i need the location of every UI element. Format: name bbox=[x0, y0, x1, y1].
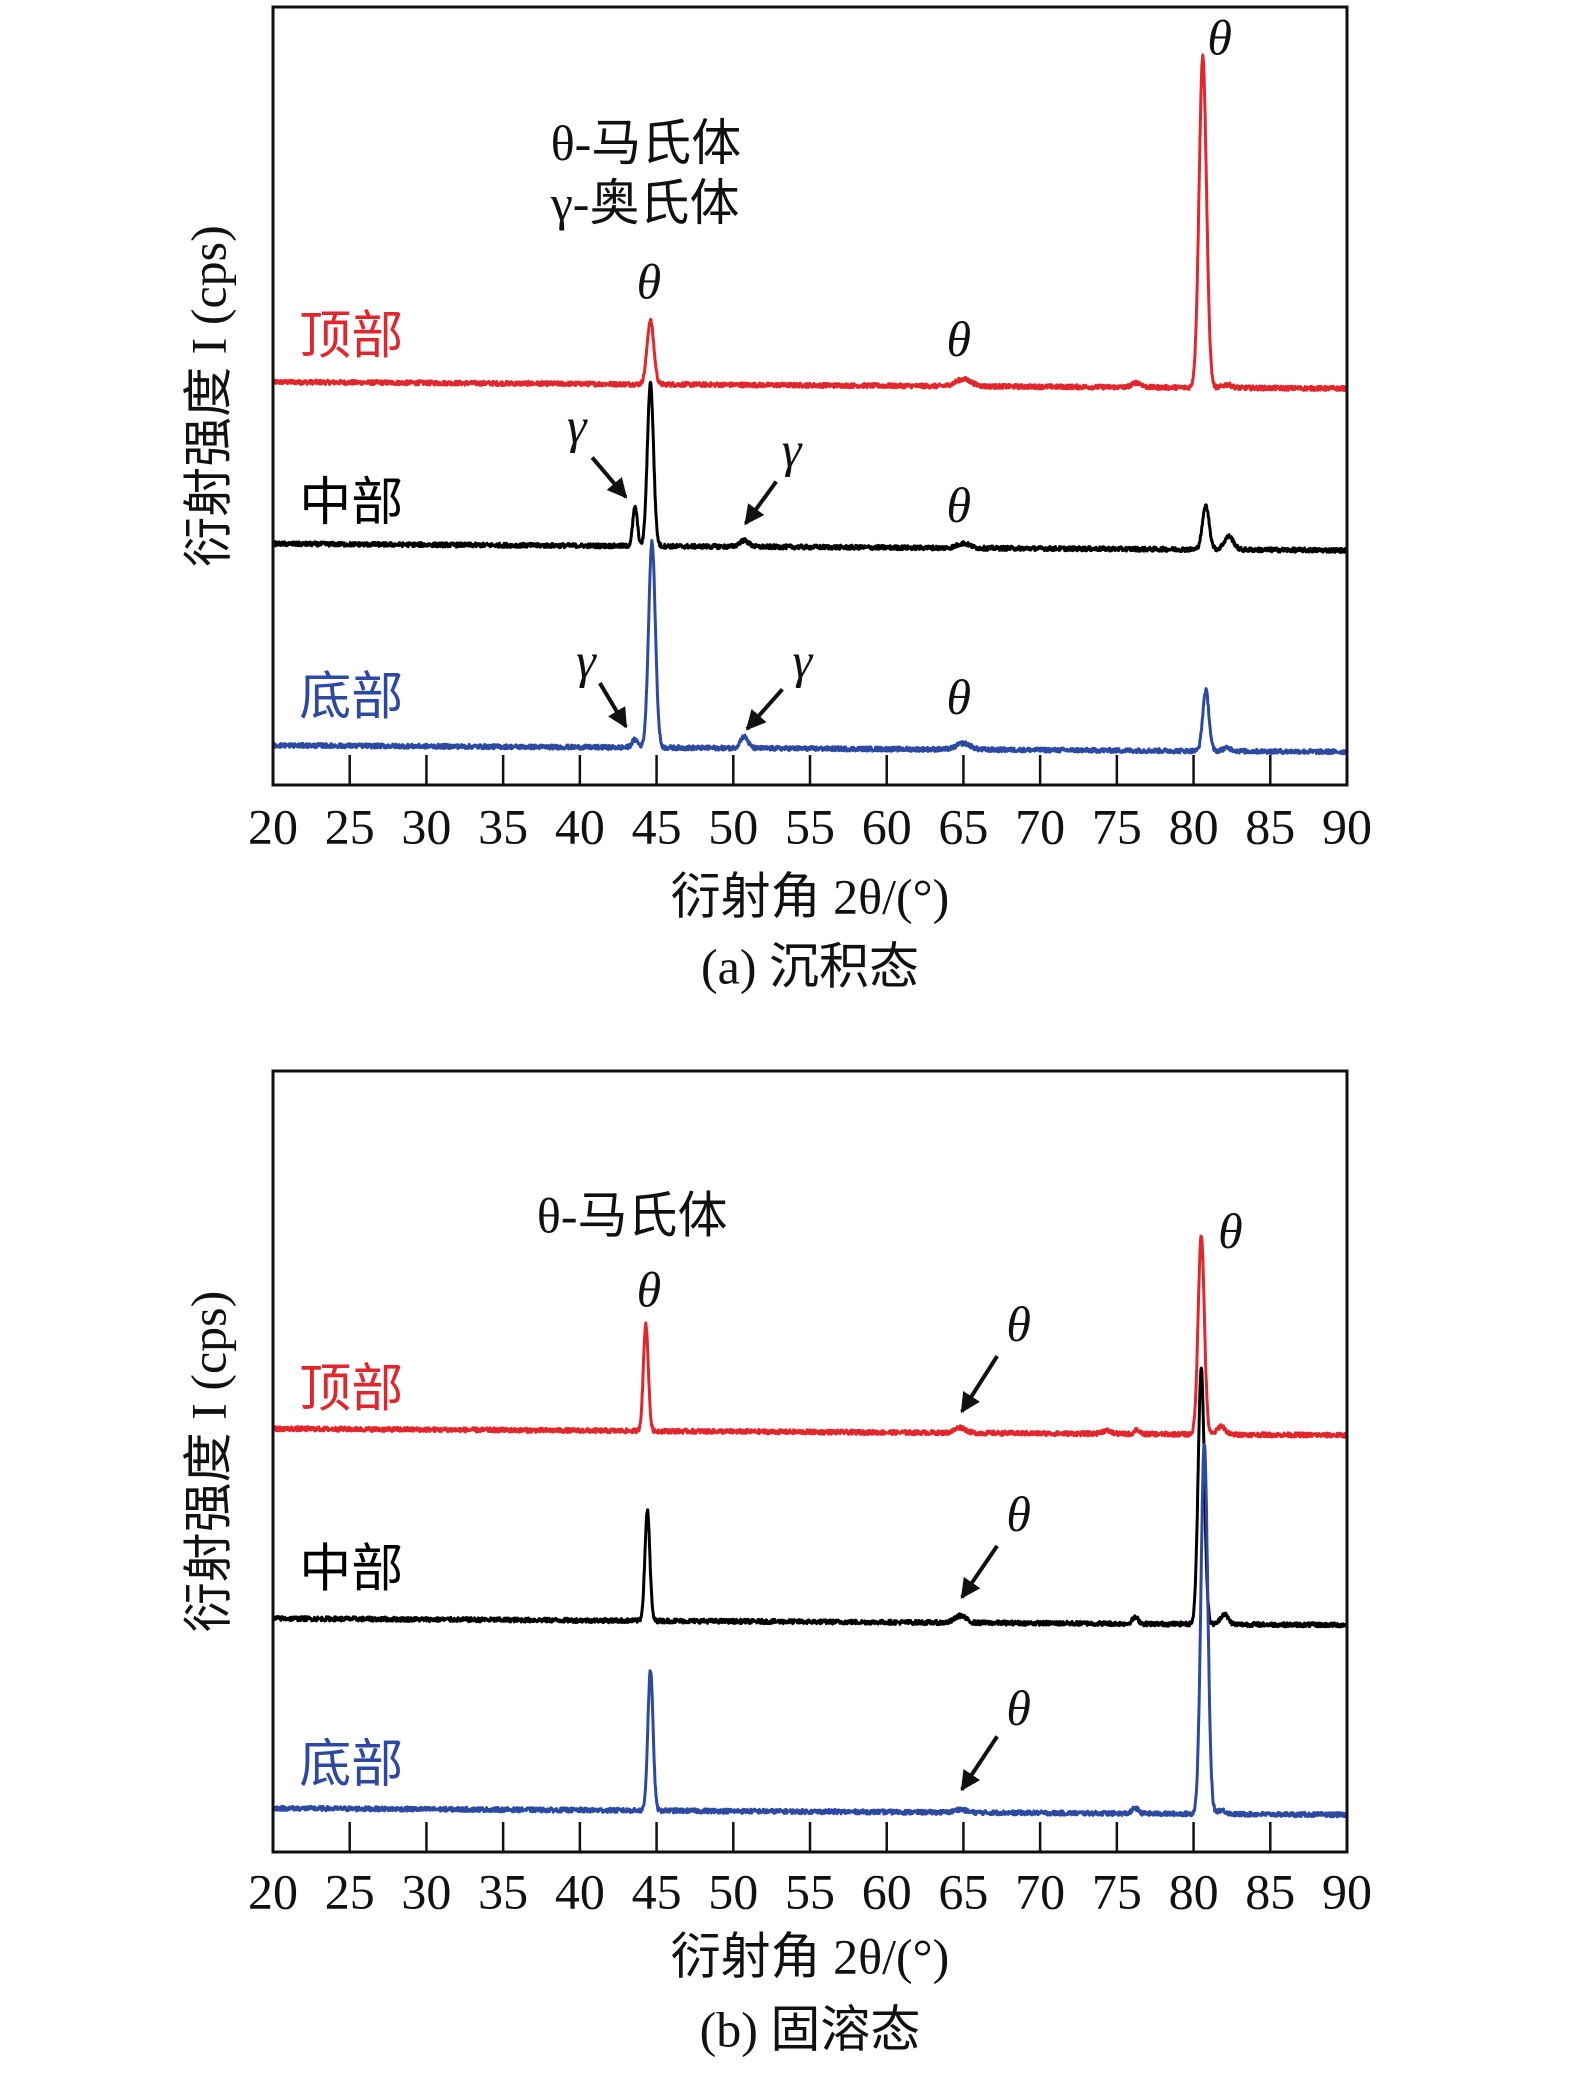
plot-frame bbox=[271, 1069, 1349, 1854]
phase-legend-note: θ-马氏体 bbox=[551, 115, 742, 171]
series-label: 顶部 bbox=[299, 1361, 403, 1418]
series-line-middle bbox=[272, 1366, 1349, 1629]
x-tick-label: 50 bbox=[708, 1863, 758, 1919]
peak-annotation: θ bbox=[1006, 1486, 1031, 1542]
x-tick-label: 30 bbox=[401, 1863, 451, 1919]
x-tick-label: 85 bbox=[1245, 798, 1295, 854]
series-label: 底部 bbox=[299, 669, 403, 726]
peak-annotation: θ bbox=[637, 254, 662, 310]
x-tick-label: 65 bbox=[938, 1863, 988, 1919]
x-tick-label: 70 bbox=[1015, 1863, 1065, 1919]
x-tick-label: 90 bbox=[1322, 1863, 1372, 1919]
peak-annotation: γ bbox=[576, 632, 597, 688]
series-line-bottom bbox=[272, 1442, 1349, 1819]
x-tick-label: 45 bbox=[632, 1863, 682, 1919]
x-axis-title: 衍射角 2θ/(°) bbox=[671, 1928, 950, 1984]
phase-legend-note: θ-马氏体 bbox=[537, 1187, 728, 1243]
series-label: 底部 bbox=[299, 1737, 403, 1794]
x-tick-label: 40 bbox=[555, 1863, 605, 1919]
x-axis-title: 衍射角 2θ/(°) bbox=[671, 868, 950, 924]
peak-annotation: γ bbox=[792, 632, 813, 688]
x-tick-label: 55 bbox=[785, 1863, 835, 1919]
x-tick-label: 75 bbox=[1092, 798, 1142, 854]
y-axis-title: 衍射强度 I (cps) bbox=[180, 225, 236, 567]
series-label: 中部 bbox=[299, 475, 403, 532]
x-tick-label: 80 bbox=[1169, 798, 1219, 854]
x-tick-label: 20 bbox=[248, 1863, 298, 1919]
peak-annotation: θ bbox=[637, 1262, 662, 1318]
x-tick-label: 25 bbox=[325, 1863, 375, 1919]
x-tick-label: 80 bbox=[1169, 1863, 1219, 1919]
phase-legend-note: γ-奥氏体 bbox=[550, 175, 740, 231]
x-tick-label: 70 bbox=[1015, 798, 1065, 854]
panel-caption: (a) 沉积态 bbox=[701, 938, 919, 994]
x-tick-label: 65 bbox=[938, 798, 988, 854]
peak-annotation: γ bbox=[567, 397, 588, 453]
x-tick-label: 25 bbox=[325, 798, 375, 854]
x-tick-label: 35 bbox=[478, 798, 528, 854]
x-tick-label: 85 bbox=[1245, 1863, 1295, 1919]
peak-annotation: θ bbox=[947, 477, 972, 533]
annotation-arrow bbox=[960, 1735, 999, 1792]
panel-caption: (b) 固溶态 bbox=[700, 2001, 921, 2057]
peak-annotation: θ bbox=[1006, 1296, 1031, 1352]
annotation-arrow bbox=[960, 1354, 999, 1414]
annotation-arrow bbox=[598, 682, 628, 729]
series-line-bottom bbox=[271, 539, 1349, 756]
peak-annotation: θ bbox=[947, 311, 972, 367]
annotation-arrow bbox=[745, 687, 784, 731]
x-tick-label: 60 bbox=[862, 798, 912, 854]
x-tick-label: 40 bbox=[555, 798, 605, 854]
x-tick-label: 35 bbox=[478, 1863, 528, 1919]
series-line-top bbox=[271, 53, 1349, 393]
x-tick-label: 50 bbox=[708, 798, 758, 854]
x-tick-label: 60 bbox=[862, 1863, 912, 1919]
annotation-arrow bbox=[743, 480, 778, 526]
x-tick-label: 20 bbox=[248, 798, 298, 854]
x-tick-label: 45 bbox=[632, 798, 682, 854]
peak-annotation: θ bbox=[1218, 1203, 1243, 1259]
series-label: 顶部 bbox=[299, 308, 403, 365]
peak-annotation: θ bbox=[1006, 1680, 1031, 1736]
annotation-arrow bbox=[960, 1544, 999, 1600]
x-tick-label: 55 bbox=[785, 798, 835, 854]
x-tick-label: 75 bbox=[1092, 1863, 1142, 1919]
annotation-arrow bbox=[590, 456, 628, 499]
series-line-top bbox=[271, 1234, 1349, 1439]
series-line-middle bbox=[271, 380, 1349, 554]
series-label: 中部 bbox=[299, 1542, 403, 1599]
y-axis-title: 衍射强度 I (cps) bbox=[180, 1291, 236, 1633]
peak-annotation: θ bbox=[1207, 9, 1232, 65]
x-tick-label: 90 bbox=[1322, 798, 1372, 854]
peak-annotation: γ bbox=[782, 422, 803, 478]
peak-annotation: θ bbox=[947, 669, 972, 725]
x-tick-label: 30 bbox=[401, 798, 451, 854]
